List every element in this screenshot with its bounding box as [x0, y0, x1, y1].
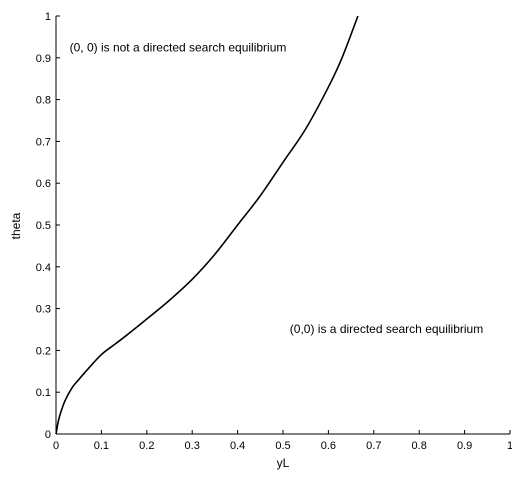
y-tick-label: 0.4: [36, 262, 51, 274]
axes: [55, 16, 510, 435]
x-tick-label: 0.9: [457, 440, 472, 452]
x-tick-label: 0: [53, 440, 59, 452]
y-axis-label: theta: [9, 212, 23, 239]
x-tick-label: 0.3: [185, 440, 200, 452]
y-tick-label: 0: [45, 429, 51, 441]
series: [55, 15, 359, 435]
y-tick-label: 1: [45, 11, 51, 23]
annotation-text: (0,0) is a directed search equilibrium: [290, 322, 483, 336]
y-tick-label: 0.1: [36, 387, 51, 399]
y-tick-label: 0.6: [36, 178, 51, 190]
x-tick-label: 0.2: [139, 440, 154, 452]
x-tick-label: 0.7: [366, 440, 381, 452]
ticks: 0 0.1 0.2 0.3 0.4 0.5 0.6 0.7 0.8 0.9 1 0 0.1 0.2 0.3 0…: [36, 11, 512, 452]
y-tick-label: 0.5: [36, 220, 51, 232]
x-tick-label: 0.6: [321, 440, 336, 452]
x-tick-label: 0.4: [230, 440, 245, 452]
x-axis-label: yL: [277, 456, 290, 470]
labels: yL theta: [9, 212, 290, 470]
x-tick-label: 0.1: [94, 440, 109, 452]
x-tick-label: 1: [507, 440, 512, 452]
x-tick-label: 0.5: [275, 440, 290, 452]
y-tick-label: 0.2: [36, 345, 51, 357]
y-tick-label: 0.8: [36, 95, 51, 107]
annotation-text: (0, 0) is not a directed search equilibr…: [70, 41, 287, 55]
series-line: [55, 15, 359, 435]
y-tick-label: 0.9: [36, 53, 51, 65]
y-tick-label: 0.3: [36, 304, 51, 316]
x-tick-label: 0.8: [412, 440, 427, 452]
y-tick-label: 0.7: [36, 136, 51, 148]
annotations: (0, 0) is not a directed search equilibr…: [70, 41, 484, 336]
